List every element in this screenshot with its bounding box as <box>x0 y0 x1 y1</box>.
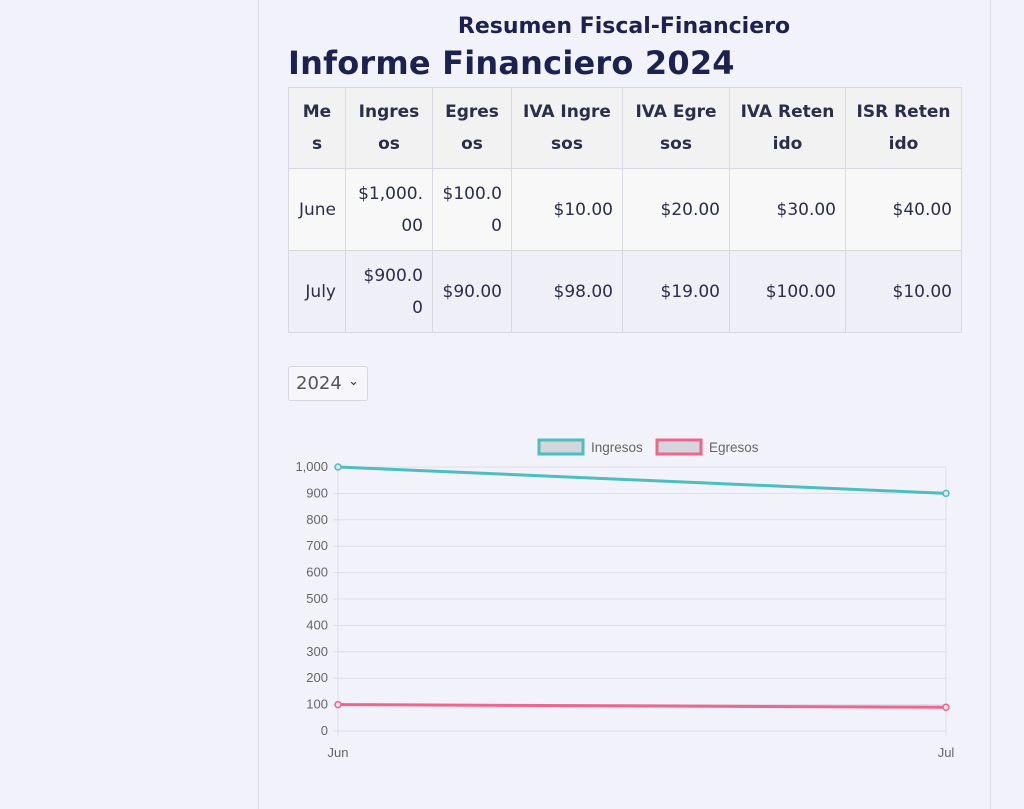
table-cell-ingresos: $1,000.00 <box>345 168 433 251</box>
table-row: July $900.00 $90.00 $98.00 $19.00 $100.0… <box>288 250 962 333</box>
column-header-iva-egresos: IVA Egresos <box>622 87 730 169</box>
y-tick-label: 500 <box>306 591 328 606</box>
content-right-border <box>990 0 991 809</box>
y-tick-label: 1,000 <box>295 459 328 474</box>
table-cell-iva-ingresos: $98.00 <box>511 250 623 333</box>
table-cell-ingresos: $900.00 <box>345 250 433 333</box>
table-cell-egresos: $90.00 <box>432 250 512 333</box>
table-cell-iva-retenido: $30.00 <box>729 168 846 251</box>
table-cell-iva-retenido: $100.00 <box>729 250 846 333</box>
data-point-egresos <box>942 703 950 711</box>
table-header-row: Mes Ingresos Egresos IVA Ingresos IVA Eg… <box>288 87 962 169</box>
y-tick-label: 600 <box>306 565 328 580</box>
x-tick-label: Jul <box>938 745 955 760</box>
data-point-egresos <box>334 700 342 709</box>
table-cell-iva-egresos: $20.00 <box>622 168 730 251</box>
y-tick-label: 400 <box>306 617 328 632</box>
y-tick-label: 800 <box>306 512 328 527</box>
y-tick-label: 200 <box>306 670 328 685</box>
table-cell-egresos: $100.00 <box>432 168 512 251</box>
legend-label-egresos: Egresos <box>709 440 759 455</box>
column-header-mes: Mes <box>288 87 346 169</box>
legend-swatch-ingresos <box>537 438 585 456</box>
page-subtitle: Resumen Fiscal-Financiero <box>457 14 791 39</box>
column-header-ingresos: Ingresos <box>345 87 433 169</box>
financial-report-table: Mes Ingresos Egresos IVA Ingresos IVA Eg… <box>288 87 962 333</box>
table-cell-iva-egresos: $19.00 <box>622 250 730 333</box>
y-tick-label: 0 <box>321 723 328 738</box>
x-tick-label: Jun <box>328 745 349 760</box>
table-cell-isr-retenido: $40.00 <box>845 168 962 251</box>
series-line-egresos <box>337 703 947 709</box>
chevron-down-icon: ⌄ <box>348 374 359 389</box>
page-title: Informe Financiero 2024 <box>288 44 735 82</box>
content-left-border <box>258 0 259 809</box>
y-tick-label: 700 <box>306 538 328 553</box>
table-row: June $1,000.00 $100.00 $10.00 $20.00 $30… <box>288 168 962 251</box>
legend-label-ingresos: Ingresos <box>591 440 643 455</box>
data-point-ingresos <box>942 489 950 498</box>
series-line-ingresos <box>337 465 947 495</box>
column-header-iva-retenido: IVA Retenido <box>729 87 846 169</box>
data-point-ingresos <box>334 463 342 471</box>
column-header-isr-retenido: ISR Retenido <box>845 87 962 169</box>
table-cell-isr-retenido: $10.00 <box>845 250 962 333</box>
financial-line-chart: 0 100 200 300 400 500 600 700 800 900 1,000 Jun Jul I… <box>295 438 955 760</box>
y-tick-label: 900 <box>306 485 328 500</box>
table-cell-iva-ingresos: $10.00 <box>511 168 623 251</box>
legend-swatch-egresos <box>655 438 703 456</box>
column-header-iva-ingresos: IVA Ingresos <box>511 87 623 169</box>
year-select[interactable]: 2024 ⌄ <box>288 366 368 401</box>
table-cell-mes: July <box>288 250 346 333</box>
year-select-value: 2024 <box>296 373 342 394</box>
column-header-egresos: Egresos <box>432 87 512 169</box>
table-cell-mes: June <box>288 168 346 251</box>
y-tick-label: 300 <box>306 644 328 659</box>
y-tick-label: 100 <box>306 697 328 712</box>
